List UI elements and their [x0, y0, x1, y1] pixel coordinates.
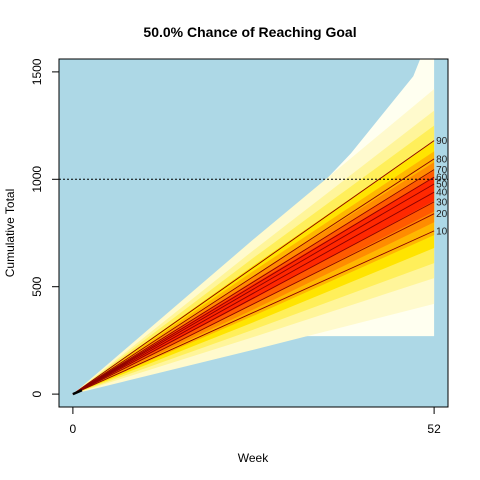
fan-band	[72, 125, 435, 395]
percentile-line	[72, 201, 435, 395]
percentile-label: 90	[436, 136, 448, 147]
y-axis-label: Cumulative Total	[3, 189, 17, 278]
fan-band	[72, 162, 435, 395]
percentile-line	[72, 176, 435, 395]
y-tick-label: 500	[30, 276, 44, 296]
y-tick-label: 0	[30, 390, 44, 397]
percentile-lines	[72, 140, 435, 396]
percentile-label: 40	[436, 188, 448, 199]
y-tick-label: 1000	[30, 166, 44, 193]
percentile-line	[72, 158, 435, 395]
percentile-label: 60	[436, 173, 448, 184]
x-tick-label: 0	[70, 422, 77, 436]
percentile-line	[72, 169, 435, 395]
percentile-line	[72, 191, 435, 395]
chart-title: 50.0% Chance of Reaching Goal	[143, 24, 356, 40]
percentile-label: 50	[436, 180, 448, 191]
start-segment	[72, 389, 83, 396]
percentile-label: 20	[436, 209, 448, 220]
percentile-line	[72, 183, 435, 395]
fan-band	[72, 151, 435, 395]
percentile-label: 80	[436, 154, 448, 165]
x-axis-label: Week	[238, 451, 269, 465]
x-tick-label: 52	[427, 422, 441, 436]
percentile-line	[72, 230, 435, 395]
percentile-label: 70	[436, 165, 448, 176]
fan-band	[72, 89, 435, 395]
y-axis: 0 500 1000 1500	[30, 58, 60, 397]
fan-band	[72, 110, 435, 395]
percentile-line	[72, 140, 435, 395]
percentile-label: 10	[436, 226, 448, 237]
x-axis: 0 52	[70, 406, 441, 436]
percentile-line	[72, 213, 435, 395]
y-tick-label: 1500	[30, 58, 44, 85]
percentile-label: 30	[436, 197, 448, 208]
